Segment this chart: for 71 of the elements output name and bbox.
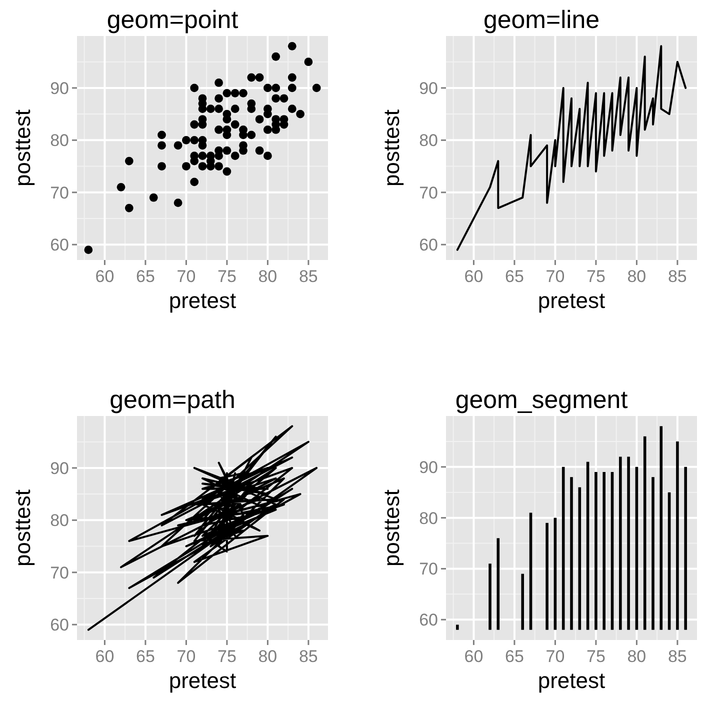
bar [594,472,598,630]
y-tick-label: 90 [50,78,69,98]
y-tick-label: 60 [419,236,438,255]
bar [684,466,687,630]
y-tick-label: 60 [50,236,69,255]
x-axis-title: pretest [538,668,606,693]
x-tick-label: 85 [298,267,318,286]
x-tick-label: 75 [586,267,606,286]
x-tick-label: 80 [258,267,278,286]
x-tick-label: 85 [668,647,687,666]
x-tick-label: 75 [586,647,606,666]
y-axis-title: posttest [10,489,35,567]
chart-title: geom=line [483,6,600,34]
y-tick-label: 90 [419,458,438,477]
x-tick-label: 60 [464,647,484,666]
x-axis-title: pretest [168,668,236,693]
x-tick-label: 70 [176,267,196,286]
y-tick-label: 60 [50,616,69,635]
y-tick-label: 80 [50,131,69,150]
y-tick-label: 90 [419,78,438,98]
x-tick-label: 80 [627,267,646,286]
y-tick-label: 80 [419,131,438,150]
x-tick-label: 85 [298,647,318,666]
line-series [456,45,687,251]
x-tick-label: 70 [176,647,196,666]
y-tick-label: 70 [419,560,438,579]
y-axis-title: posttest [10,109,35,187]
x-tick-label: 65 [136,267,155,286]
x-tick-label: 65 [136,647,155,666]
bar [602,472,606,630]
bar [496,538,500,630]
x-axis-title: pretest [168,288,236,313]
bar [652,477,654,630]
x-tick-label: 80 [627,647,646,666]
x-tick-label: 65 [504,647,524,666]
chart-title: geom_segment [455,386,628,414]
x-axis-title: pretest [538,288,606,313]
bar [578,487,582,630]
x-tick-label: 85 [668,267,687,286]
x-tick-label: 75 [217,647,236,666]
bar [546,522,548,630]
bar [529,512,532,630]
x-tick-label: 80 [258,647,278,666]
x-tick-label: 60 [95,267,114,286]
x-tick-label: 75 [217,267,236,286]
chart-title: geom=path [110,386,236,414]
y-tick-label: 80 [50,511,69,530]
y-tick-label: 70 [419,183,438,202]
bar [660,426,663,630]
y-tick-label: 60 [419,610,438,630]
y-axis-title: posttest [379,489,404,567]
x-tick-label: 70 [546,647,565,666]
x-tick-label: 60 [464,267,484,286]
y-tick-label: 80 [419,508,438,528]
line-series [87,425,318,631]
bar [488,564,492,630]
x-tick-label: 60 [95,647,114,666]
y-tick-label: 70 [50,563,69,582]
bar [456,624,459,630]
bar [521,574,524,630]
bar [618,456,622,630]
x-tick-label: 65 [504,267,524,286]
bar [627,456,630,630]
y-axis-title: posttest [379,109,404,187]
bar [570,477,573,630]
x-tick-label: 70 [546,267,565,286]
chart-title: geom=point [106,6,238,34]
y-tick-label: 70 [50,183,69,202]
y-tick-label: 90 [50,458,69,478]
bar [562,466,565,630]
bar [676,441,679,630]
